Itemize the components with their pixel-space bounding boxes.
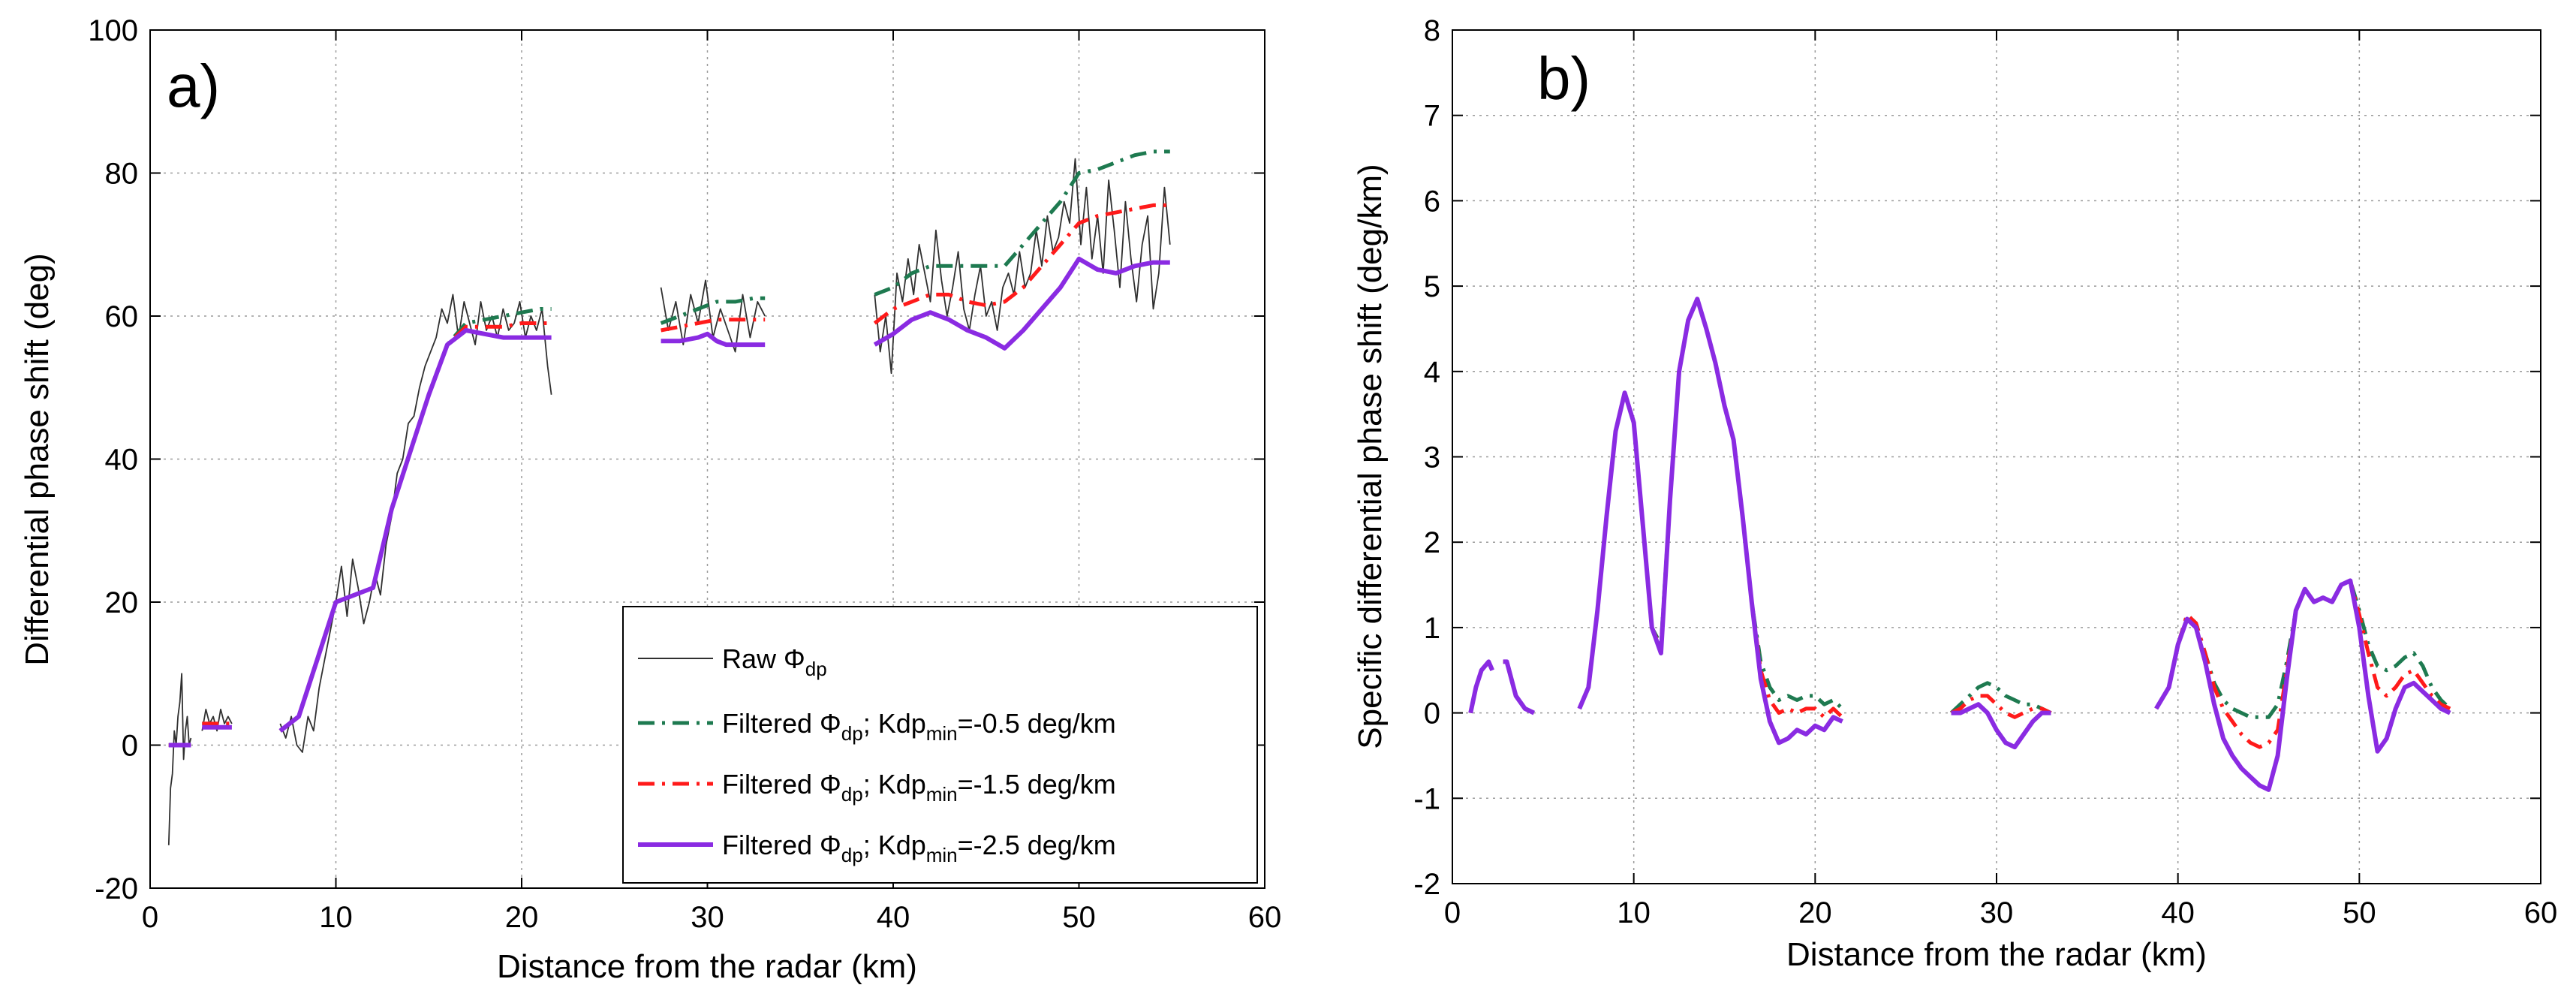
panel-a-line-segment-kdp_25 (278, 328, 552, 733)
panel-b-xtick-label: 20 (1798, 896, 1832, 929)
panel-a-xtick-label: 60 (1248, 901, 1282, 934)
panel-a-line-segment-raw (167, 673, 192, 845)
panel-a-ytick-label: -20 (95, 872, 138, 905)
panel-b-ytick-label: 4 (1424, 356, 1440, 389)
panel-b-ytick-label: 0 (1424, 697, 1440, 730)
panel-a-label: a) (167, 53, 220, 119)
panel-a-line-segment-raw (279, 294, 552, 753)
panel-a-line-segment-kdp_15 (661, 318, 766, 333)
panel-b-chart: 0 10 20 30 40 50 60 -2 -1 0 1 2 3 4 5 6 7 8 b) Distance f… (1352, 14, 2557, 973)
panel-b-ytick-label: -1 (1413, 782, 1440, 815)
panel-a-xtick-label: 20 (505, 901, 539, 934)
panel-b-series (1468, 297, 2451, 792)
panel-a-ytick-label: 80 (105, 158, 139, 191)
panel-b-line-segment-kdp_25 (1951, 702, 2051, 750)
panel-a-ytick-label: 60 (105, 300, 139, 333)
panel-a-xtick-label: 40 (877, 901, 910, 934)
panel-b-xtick-label: 10 (1617, 896, 1651, 929)
legend-entry-kdp-2-5: Filtered Φdp; Kdpmin=-2.5 deg/km (722, 830, 1116, 866)
panel-b-ytick-label: 3 (1424, 441, 1440, 474)
panel-b-xtick-label: 30 (1980, 896, 2014, 929)
legend-entry-raw: Raw Φdp (722, 643, 827, 680)
panel-a-ytick-label: 0 (122, 730, 138, 763)
panel-a-line-segment-kdp_25 (873, 256, 1170, 351)
panel-a-series-kdp_25 (168, 256, 1170, 748)
panel-a-ytick-label: 100 (88, 14, 138, 47)
panel-a-ytick-label: 20 (105, 586, 139, 619)
panel-b-ticks: 0 10 20 30 40 50 60 -2 -1 0 1 2 3 4 5 6 7 8 (1413, 14, 2557, 929)
panel-a-xtick-label: 50 (1062, 901, 1096, 934)
panel-b-xtick-label: 40 (2161, 896, 2195, 929)
panel-a-ylabel: Differential phase shift (deg) (19, 253, 56, 665)
panel-a-line-segment-kdp_05 (660, 296, 766, 325)
panel-b-ytick-label: 1 (1424, 612, 1440, 645)
panel-a-xlabel: Distance from the radar (km) (497, 948, 917, 985)
panel-b-ytick-label: 6 (1424, 185, 1440, 218)
panel-b-ytick-label: 7 (1424, 100, 1440, 133)
panel-b-xtick-label: 50 (2343, 896, 2376, 929)
legend-box (622, 606, 1258, 884)
panel-b-label: b) (1537, 45, 1590, 112)
panel-a-line-segment-kdp_05 (874, 149, 1170, 297)
panel-b-line-segment-kdp_25 (1468, 659, 1494, 714)
legend-entry-kdp-0-5: Filtered Φdp; Kdpmin=-0.5 deg/km (722, 708, 1116, 745)
panel-b-ytick-label: 5 (1424, 270, 1440, 303)
panel-a-line-segment-raw (201, 709, 233, 732)
panel-a-xtick-label: 0 (142, 901, 158, 934)
panel-b-line-segment-kdp_25 (1503, 659, 1536, 715)
panel-b-xtick-label: 0 (1444, 896, 1461, 929)
panel-b-line-segment-kdp_15 (1950, 694, 2052, 719)
panel-a-series (167, 149, 1171, 845)
panel-b-line-segment-kdp_25 (1577, 297, 1843, 745)
panel-b-ytick-label: 8 (1424, 14, 1440, 47)
panel-a-line-segment-kdp_25 (661, 331, 766, 348)
panel-b-ytick-label: -2 (1413, 868, 1440, 901)
panel-a-xtick-label: 10 (319, 901, 353, 934)
panel-a-line-segment-kdp_15 (873, 203, 1170, 325)
panel-b-ylabel: Specific differential phase shift (deg/k… (1352, 164, 1389, 748)
panel-b-ytick-label: 2 (1424, 526, 1440, 559)
panel-a-xtick-label: 30 (691, 901, 724, 934)
panel-b-series-kdp_25 (1468, 297, 2451, 792)
panel-b-xtick-label: 60 (2524, 896, 2558, 929)
panel-b-xlabel: Distance from the radar (km) (1786, 936, 2207, 973)
legend-entry-kdp-1-5: Filtered Φdp; Kdpmin=-1.5 deg/km (722, 769, 1116, 806)
panel-a-ytick-label: 40 (105, 444, 139, 477)
panel-b-line-segment-kdp_25 (2154, 578, 2451, 792)
panel-a-legend: Raw Φdp Filtered Φdp; Kdpmin=-0.5 deg/km… (622, 606, 1258, 884)
